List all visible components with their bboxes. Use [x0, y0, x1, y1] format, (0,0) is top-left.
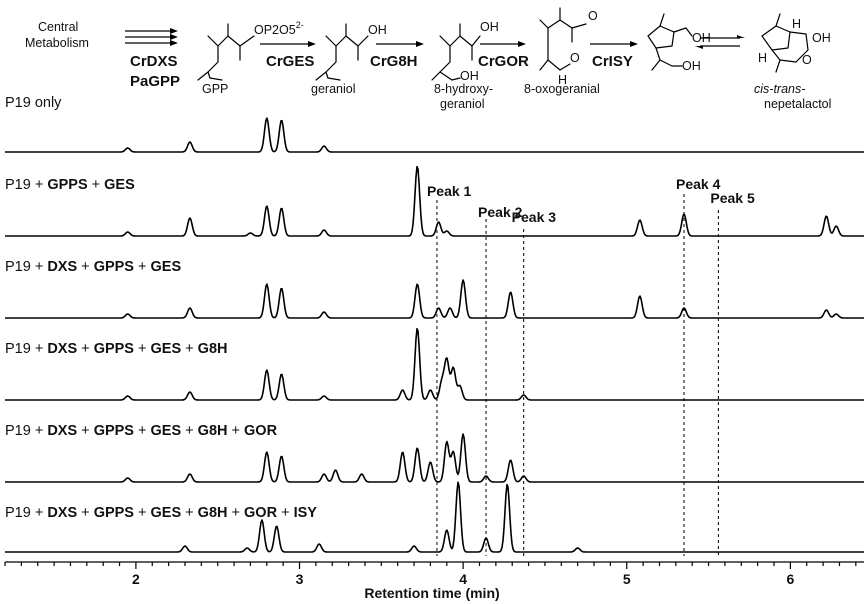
pathway-arrows-1	[125, 28, 178, 46]
molecule-enol-intermediate: OH OH	[647, 13, 711, 73]
product-geraniol: geraniol	[311, 82, 355, 96]
trace-line	[5, 327, 864, 401]
molecule-nepetalactol: H OH O H	[758, 13, 831, 73]
peak-marker-label: Peak 2	[478, 204, 523, 220]
trace-line	[5, 117, 864, 153]
x-tick-label: 6	[786, 571, 794, 587]
product-gpp: GPP	[202, 82, 228, 96]
geraniol-formula: OH	[368, 23, 387, 37]
peak-marker-label: Peak 1	[427, 183, 472, 199]
x-tick-label: 4	[459, 571, 467, 587]
molecule-8-oxogeranial: O O H	[539, 7, 598, 87]
hydroxygeraniol-formula-1: OH	[480, 20, 499, 34]
pathway-scheme: Central Metabolism CrDXS PaGPP OP2O52- G…	[25, 7, 831, 111]
product-nepetalactol-line2: nepetalactol	[764, 97, 831, 111]
trace-line	[5, 165, 864, 237]
nepetalactol-h1: H	[792, 17, 801, 31]
oxogeranial-h: H	[558, 73, 567, 87]
hydroxygeraniol-formula-2: OH	[460, 69, 479, 83]
series-label: P19 + GPPS + GES	[5, 177, 135, 193]
nepetalactol-h2: H	[758, 51, 767, 65]
gpp-formula: OP2O52-	[254, 20, 304, 37]
series-label: P19 only	[5, 95, 62, 111]
enzyme-pagpp: PaGPP	[130, 73, 180, 90]
enzyme-crges: CrGES	[266, 53, 314, 70]
oxogeranial-formula-2: O	[570, 51, 580, 65]
product-nepetalactol-line1: cis-trans-	[754, 82, 805, 96]
peak-marker-label: Peak 4	[676, 176, 721, 192]
series-label: P19 + DXS + GPPS + GES + G8H + GOR	[5, 423, 278, 439]
pathway-start-line1: Central	[38, 20, 78, 34]
series-labels: P19 only P19 + GPPS + GES P19 + DXS + GPPS…	[5, 95, 317, 521]
enzyme-crisy: CrISY	[592, 53, 633, 70]
peak-marker-label: Peak 5	[710, 190, 755, 206]
trace-line	[5, 433, 864, 483]
x-tick-label: 2	[132, 571, 140, 587]
enol-formula-2: OH	[682, 59, 701, 73]
pathway-start-line2: Metabolism	[25, 36, 89, 50]
series-label: P19 + DXS + GPPS + GES + G8H	[5, 341, 228, 357]
x-ticks: 2 3 4 5 6	[4, 562, 857, 587]
product-8-oxogeranial: 8-oxogeranial	[524, 82, 600, 96]
x-axis-label: Retention time (min)	[364, 585, 499, 601]
molecule-8-hydroxygeraniol: OH OH	[431, 20, 499, 83]
peak-marker-label: Peak 3	[512, 209, 557, 225]
enzyme-crg8h: CrG8H	[370, 53, 418, 70]
series-label: P19 + DXS + GPPS + GES	[5, 259, 181, 275]
traces	[5, 117, 864, 553]
equilibrium-arrows	[695, 35, 745, 49]
enzyme-crgor: CrGOR	[478, 53, 529, 70]
nepetalactol-oh: OH	[812, 31, 831, 45]
molecule-geraniol: OH	[315, 23, 387, 81]
product-8-hydroxygeraniol-line1: 8-hydroxy-	[434, 82, 493, 96]
oxogeranial-formula-1: O	[588, 9, 598, 23]
x-tick-label: 5	[623, 571, 631, 587]
series-label: P19 + DXS + GPPS + GES + G8H + GOR + ISY	[5, 505, 317, 521]
product-8-hydroxygeraniol-line2: geraniol	[440, 97, 484, 111]
x-tick-label: 3	[296, 571, 304, 587]
x-axis: 2 3 4 5 6 Retention time (min)	[4, 561, 864, 601]
trace-line	[5, 279, 864, 319]
enzyme-crdxs: CrDXS	[130, 53, 178, 70]
molecule-gpp: OP2O52-	[197, 20, 304, 81]
trace-line	[5, 481, 864, 553]
nepetalactol-o: O	[802, 53, 812, 67]
